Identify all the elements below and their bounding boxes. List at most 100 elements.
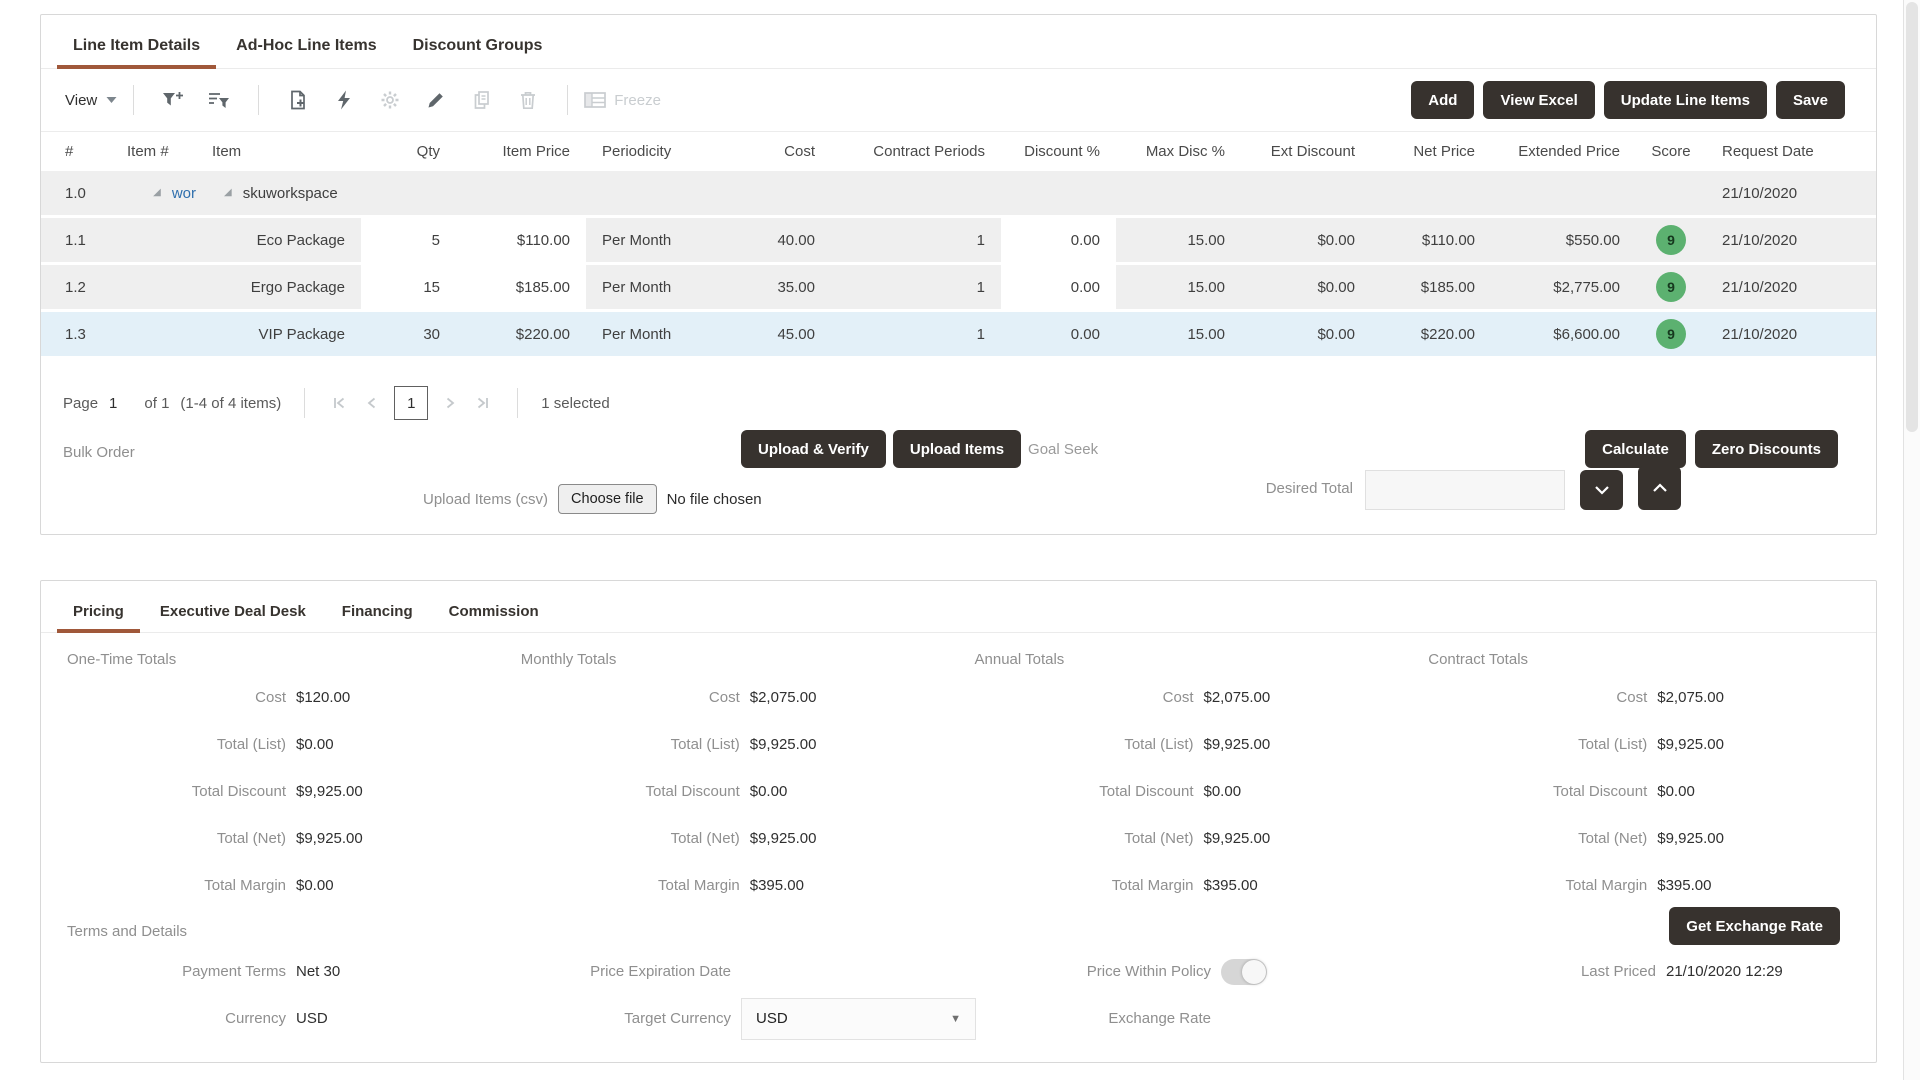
totals-value: $9,925.00 [1657,736,1724,753]
totals-label: Total Discount [645,783,740,800]
scrollbar-thumb[interactable] [1906,2,1918,432]
terms-title: Terms and Details [67,923,188,940]
score-badge: 9 [1656,225,1686,255]
totals-value: $0.00 [1657,783,1695,800]
cell-qty[interactable]: 30 [361,312,456,356]
cell-cost: 45.00 [777,325,815,343]
column-header-extended-price: Extended Price [1518,143,1620,160]
page-number-input[interactable]: 1 [394,386,429,420]
totals-value: $120.00 [296,689,351,706]
totals-label: Total (Net) [670,830,740,847]
cell-qty[interactable]: 5 [361,218,456,262]
upload-verify-button[interactable]: Upload & Verify [741,430,886,468]
totals-label: Total Margin [1565,877,1648,894]
get-exchange-rate-button[interactable]: Get Exchange Rate [1669,907,1840,945]
cell-cost: 40.00 [777,231,815,249]
collapse-triangle-icon[interactable]: ◢ [224,187,232,198]
pencil-icon[interactable] [423,90,449,110]
calculate-button[interactable]: Calculate [1585,430,1686,468]
group-name-cell: ◢ skuworkspace [196,171,586,215]
grid-action-buttons: Add View Excel Update Line Items Save [1411,81,1845,119]
line-item-row[interactable]: 1.2 Ergo Package 15 $185.00 Per Month 35.00 1 0… [41,265,1876,309]
last-page-button[interactable] [472,392,494,414]
totals-label: Total (List) [670,736,740,753]
price-within-policy-toggle[interactable] [1221,958,1267,985]
cell-item-number [111,265,196,309]
totals-value: $9,925.00 [749,830,817,847]
totals-row: Total (Net) $9,925.00 [1412,815,1866,862]
cell-qty[interactable]: 15 [361,265,456,309]
target-currency-select[interactable]: USD ▼ [741,997,976,1040]
line-item-row[interactable]: 1.1 Eco Package 5 $110.00 Per Month 40.00 1 0.0… [41,218,1876,262]
tab-commission[interactable]: Commission [448,603,539,620]
totals-rows: Cost $120.00 Total (List) $0.00 Total Discou… [51,674,505,909]
cell-max-disc-pct: 15.00 [1187,278,1225,296]
lightning-icon[interactable] [331,90,357,110]
choose-file-button[interactable]: Choose file [558,484,657,514]
desired-total-decrement-button[interactable] [1580,470,1623,510]
cell-discount-pct[interactable]: 0.00 [1001,312,1116,356]
target-currency-label: Target Currency [624,1010,731,1027]
column-header-item-price: Item Price [502,143,570,160]
first-page-button[interactable] [328,392,350,414]
pagination-bar: Page 1 of 1 (1-4 of 4 items) 1 1 selecte… [63,386,1876,420]
totals-label: Total (List) [1124,736,1194,753]
filter-add-icon[interactable] [160,90,186,110]
cell-discount-pct[interactable]: 0.00 [1001,265,1116,309]
upload-items-button[interactable]: Upload Items [892,430,1022,468]
tab-executive-deal-desk[interactable]: Executive Deal Desk [159,603,306,620]
tab-ad-hoc-line-items[interactable]: Ad-Hoc Line Items [236,37,377,54]
totals-label: Total Discount [1099,783,1194,800]
import-document-icon[interactable] [285,90,311,110]
tab-discount-groups[interactable]: Discount Groups [412,37,543,54]
totals-label: Total (List) [1578,736,1648,753]
totals-label: Total (Net) [216,830,286,847]
column-header-item: Item # [127,143,169,160]
desired-total-increment-button[interactable] [1638,466,1681,510]
page-of-label: of 1 [144,394,170,412]
column-header-cost: Cost [784,143,815,160]
totals-column-monthly-totals: Monthly Totals Cost $2,075.00 Total (List) $… [505,651,959,909]
cell-item-price[interactable]: $220.00 [456,312,586,356]
last-priced-value: 21/10/2020 12:29 [1666,963,1783,980]
totals-row: Cost $2,075.00 [1412,674,1866,721]
group-link[interactable]: wor [171,184,196,202]
filter-columns-icon[interactable] [206,90,232,110]
pagination-divider [517,388,519,418]
totals-value: $2,075.00 [1203,689,1271,706]
tab-pricing[interactable]: Pricing [57,596,140,633]
view-excel-button[interactable]: View Excel [1483,81,1595,119]
cell-periodicity: Per Month [602,231,672,249]
cell-number: 1.0 [65,184,86,202]
page-range-label: (1-4 of 4 items) [180,394,282,412]
exchange-rate-label: Exchange Rate [1108,1010,1211,1027]
next-page-button[interactable] [439,392,461,414]
add-button[interactable]: Add [1411,81,1475,119]
line-item-row[interactable]: 1.3 VIP Package 30 $220.00 Per Month 45.00 1 0.… [41,312,1876,356]
cell-discount-pct[interactable]: 0.00 [1001,218,1116,262]
collapse-triangle-icon[interactable]: ◢ [153,187,161,198]
prev-page-button[interactable] [361,392,383,414]
view-dropdown[interactable]: View [65,92,117,109]
totals-row: Total Margin $395.00 [959,862,1413,909]
totals-row: Total (Net) $9,925.00 [51,815,505,862]
totals-row: Total (List) $9,925.00 [1412,721,1866,768]
cell-item-price[interactable]: $185.00 [456,265,586,309]
totals-row: Total (List) $9,925.00 [959,721,1413,768]
totals-row: Total Discount $0.00 [1412,768,1866,815]
totals-column-one-time-totals: One-Time Totals Cost $120.00 Total (List) $0… [51,651,505,909]
window-scrollbar[interactable] [1903,0,1920,1080]
tab-financing[interactable]: Financing [341,603,413,620]
save-button[interactable]: Save [1775,81,1845,119]
desired-total-label: Desired Total [1265,480,1353,497]
zero-discounts-button[interactable]: Zero Discounts [1694,430,1838,468]
cell-item-price[interactable]: $110.00 [456,218,586,262]
tab-line-item-details[interactable]: Line Item Details [57,30,217,69]
score-badge: 9 [1656,272,1686,302]
cell-request-date: 21/10/2020 [1722,231,1798,249]
update-line-items-button[interactable]: Update Line Items [1603,81,1767,119]
totals-value: $0.00 [749,783,788,800]
totals-value: $0.00 [296,736,334,753]
desired-total-input[interactable] [1365,470,1565,510]
totals-row: Total Margin $395.00 [1412,862,1866,909]
